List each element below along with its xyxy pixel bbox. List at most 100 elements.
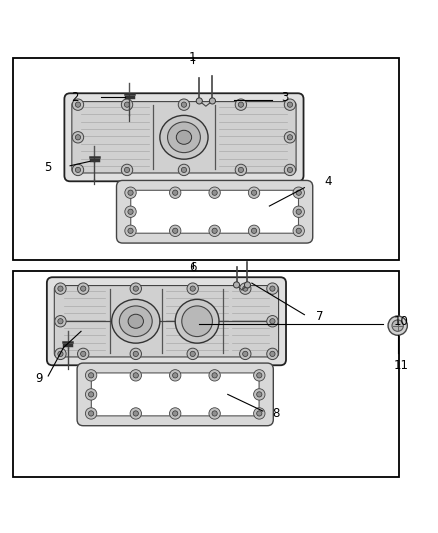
Ellipse shape bbox=[176, 130, 191, 144]
Circle shape bbox=[58, 319, 63, 324]
Circle shape bbox=[296, 190, 301, 195]
Circle shape bbox=[178, 164, 190, 175]
Circle shape bbox=[72, 132, 84, 143]
Circle shape bbox=[75, 167, 81, 173]
Circle shape bbox=[392, 320, 403, 332]
Circle shape bbox=[235, 99, 247, 110]
Circle shape bbox=[209, 98, 215, 104]
Circle shape bbox=[124, 167, 130, 173]
Circle shape bbox=[254, 408, 265, 419]
Circle shape bbox=[235, 164, 247, 175]
Circle shape bbox=[130, 408, 141, 419]
Circle shape bbox=[267, 283, 278, 294]
Circle shape bbox=[85, 370, 97, 381]
Circle shape bbox=[88, 392, 94, 397]
Circle shape bbox=[238, 102, 244, 107]
Circle shape bbox=[190, 286, 195, 291]
Circle shape bbox=[85, 408, 97, 419]
Circle shape bbox=[251, 190, 257, 195]
Ellipse shape bbox=[182, 306, 212, 336]
Circle shape bbox=[212, 190, 217, 195]
Circle shape bbox=[251, 228, 257, 233]
FancyBboxPatch shape bbox=[54, 286, 279, 357]
Ellipse shape bbox=[167, 122, 200, 152]
Circle shape bbox=[58, 286, 63, 291]
Circle shape bbox=[254, 370, 265, 381]
Ellipse shape bbox=[112, 300, 160, 343]
Circle shape bbox=[121, 164, 133, 175]
Circle shape bbox=[293, 206, 304, 217]
Circle shape bbox=[133, 411, 138, 416]
Circle shape bbox=[88, 373, 94, 378]
Circle shape bbox=[248, 225, 260, 237]
Circle shape bbox=[284, 132, 296, 143]
Circle shape bbox=[284, 99, 296, 110]
FancyBboxPatch shape bbox=[47, 277, 286, 365]
Circle shape bbox=[173, 228, 178, 233]
Circle shape bbox=[128, 209, 133, 214]
FancyBboxPatch shape bbox=[92, 373, 259, 416]
Circle shape bbox=[267, 348, 278, 360]
Circle shape bbox=[181, 102, 187, 107]
FancyBboxPatch shape bbox=[72, 102, 296, 173]
FancyBboxPatch shape bbox=[64, 93, 304, 181]
Circle shape bbox=[128, 190, 133, 195]
Circle shape bbox=[55, 316, 66, 327]
Circle shape bbox=[209, 225, 220, 237]
Circle shape bbox=[196, 98, 202, 104]
Circle shape bbox=[121, 99, 133, 110]
Circle shape bbox=[212, 228, 217, 233]
Circle shape bbox=[296, 209, 301, 214]
Circle shape bbox=[233, 282, 240, 288]
Circle shape bbox=[270, 286, 275, 291]
Circle shape bbox=[130, 370, 141, 381]
Circle shape bbox=[170, 187, 181, 198]
Circle shape bbox=[55, 348, 66, 360]
Circle shape bbox=[133, 373, 138, 378]
Circle shape bbox=[133, 286, 138, 291]
Text: 11: 11 bbox=[393, 359, 408, 372]
Circle shape bbox=[244, 282, 251, 288]
Circle shape bbox=[130, 283, 141, 294]
Ellipse shape bbox=[175, 300, 219, 343]
Circle shape bbox=[88, 411, 94, 416]
FancyBboxPatch shape bbox=[77, 363, 273, 426]
Circle shape bbox=[293, 225, 304, 237]
Circle shape bbox=[254, 389, 265, 400]
Circle shape bbox=[212, 373, 217, 378]
Text: 7: 7 bbox=[316, 310, 324, 324]
Circle shape bbox=[72, 164, 84, 175]
Circle shape bbox=[124, 102, 130, 107]
Text: 4: 4 bbox=[325, 175, 332, 188]
Circle shape bbox=[287, 102, 293, 107]
Text: 3: 3 bbox=[281, 91, 288, 104]
Circle shape bbox=[170, 408, 181, 419]
Circle shape bbox=[293, 187, 304, 198]
Text: 8: 8 bbox=[272, 407, 279, 419]
Circle shape bbox=[190, 351, 195, 357]
Circle shape bbox=[388, 316, 407, 335]
Circle shape bbox=[296, 228, 301, 233]
Circle shape bbox=[81, 286, 86, 291]
Circle shape bbox=[257, 411, 262, 416]
Text: 9: 9 bbox=[35, 372, 43, 385]
Circle shape bbox=[243, 351, 248, 357]
Circle shape bbox=[270, 319, 275, 324]
Circle shape bbox=[173, 190, 178, 195]
Circle shape bbox=[58, 351, 63, 357]
FancyBboxPatch shape bbox=[117, 181, 313, 243]
Circle shape bbox=[75, 102, 81, 107]
Circle shape bbox=[125, 225, 136, 237]
Circle shape bbox=[212, 411, 217, 416]
FancyBboxPatch shape bbox=[131, 190, 299, 233]
Circle shape bbox=[284, 164, 296, 175]
Circle shape bbox=[209, 187, 220, 198]
Bar bbox=[13, 59, 399, 260]
Circle shape bbox=[170, 225, 181, 237]
Circle shape bbox=[181, 167, 187, 173]
Text: 6: 6 bbox=[189, 261, 197, 274]
Circle shape bbox=[187, 283, 198, 294]
Circle shape bbox=[85, 389, 97, 400]
Circle shape bbox=[75, 135, 81, 140]
Text: 2: 2 bbox=[71, 91, 78, 104]
